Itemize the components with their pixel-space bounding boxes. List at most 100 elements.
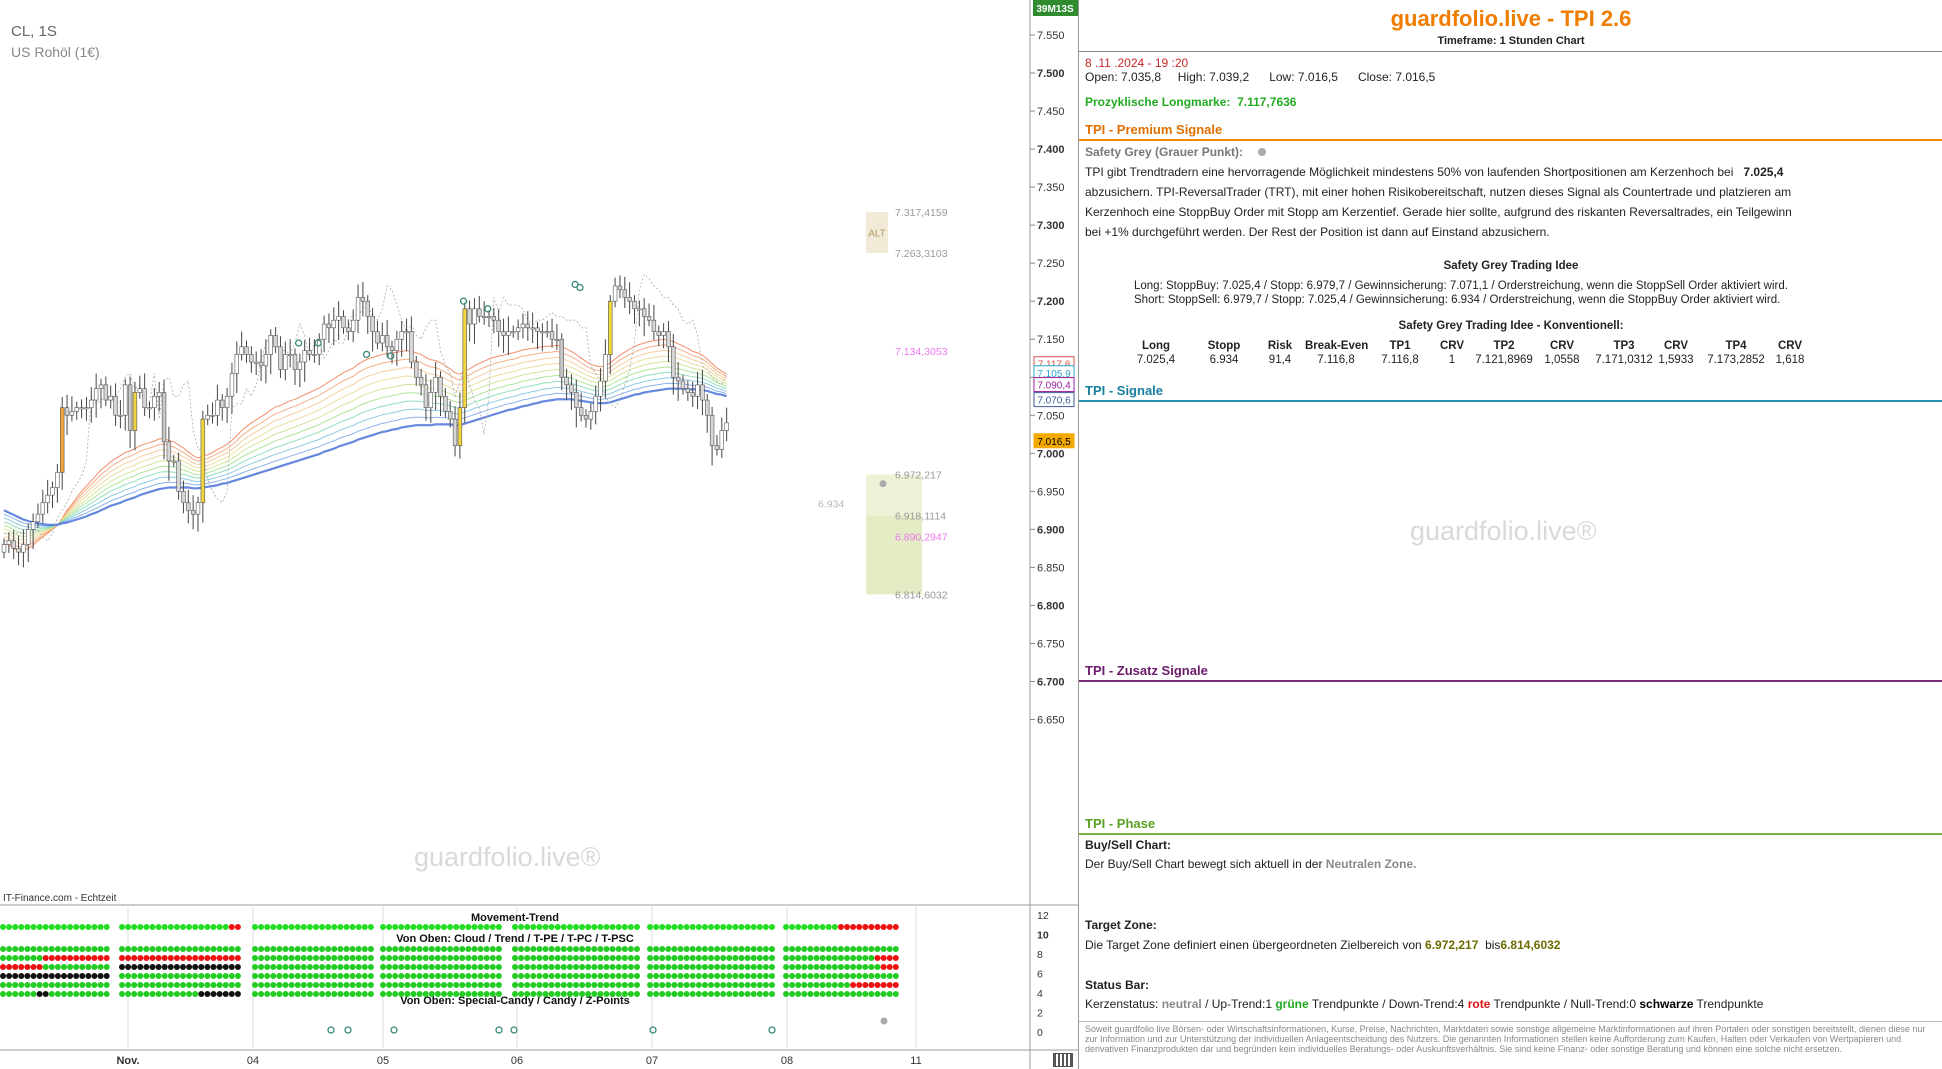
- trend-dot: [434, 946, 441, 952]
- trend-dot: [789, 964, 796, 970]
- trend-dot: [524, 982, 531, 988]
- candle-body: [700, 384, 705, 401]
- status-label: Status Bar:: [1085, 978, 1150, 992]
- trend-dot: [671, 991, 678, 997]
- trend-dot: [609, 964, 616, 970]
- trend-dot: [689, 982, 696, 988]
- price-chart[interactable]: ALT 7.550 7.500 7.450 7.400 7.350 7.300 7.250 7…: [0, 0, 1078, 1069]
- layout-icon[interactable]: [1053, 1053, 1073, 1067]
- trend-dot: [524, 991, 531, 997]
- konv-header: CRV: [1663, 340, 1689, 352]
- trend-dot: [825, 946, 832, 952]
- trend-dot: [627, 982, 634, 988]
- trend-dot: [856, 964, 863, 970]
- trend-dot: [361, 964, 368, 970]
- trend-dot: [769, 964, 775, 970]
- konv-value: 1: [1448, 354, 1456, 366]
- trend-dot: [665, 973, 672, 979]
- trend-dot: [726, 946, 733, 952]
- zone-level-label: 7.263,3103: [895, 248, 948, 260]
- z-point-marker: [576, 283, 584, 292]
- trend-dot: [24, 964, 31, 970]
- trend-dot: [398, 964, 405, 970]
- trend-dot: [465, 924, 472, 930]
- trend-dot: [192, 946, 199, 952]
- trend-dot: [288, 973, 295, 979]
- trend-dot: [447, 991, 454, 997]
- trend-dot: [410, 924, 417, 930]
- trend-dot: [554, 955, 561, 961]
- trend-dot: [453, 964, 460, 970]
- candle-body: [666, 331, 671, 348]
- trend-dot: [530, 924, 537, 930]
- trend-dot: [48, 964, 55, 970]
- trend-dot: [173, 924, 180, 930]
- trend-dot: [42, 955, 49, 961]
- y-tick-label: 7.300: [1037, 220, 1065, 232]
- trend-dot: [621, 982, 628, 988]
- trend-dot: [819, 964, 826, 970]
- price-tag-label: 7.117,8: [1038, 360, 1071, 371]
- x-tick-label: 04: [247, 1055, 259, 1067]
- trend-dot: [192, 955, 199, 961]
- trend-dot: [560, 955, 567, 961]
- trend-dot: [137, 982, 144, 988]
- trend-dot: [270, 946, 277, 952]
- trend-dot: [880, 982, 887, 988]
- trend-dot: [518, 973, 525, 979]
- ribbon-line: [3, 387, 727, 526]
- candle-body: [578, 407, 584, 416]
- trend-dot: [294, 955, 301, 961]
- trend-dot: [459, 955, 466, 961]
- trend-dot: [306, 991, 313, 997]
- trend-dot: [0, 924, 6, 930]
- trend-dot: [665, 991, 672, 997]
- trend-dot: [149, 964, 156, 970]
- konv-header: CRV: [1439, 340, 1465, 352]
- candle-body: [224, 395, 230, 408]
- candle-body: [69, 411, 75, 416]
- trend-dot: [234, 946, 241, 952]
- trend-dot: [548, 955, 555, 961]
- trend-dot: [313, 964, 319, 970]
- trend-dot: [579, 964, 586, 970]
- candle-body: [74, 407, 79, 412]
- candle-body: [438, 376, 443, 397]
- trend-dot: [554, 991, 561, 997]
- trend-dot: [361, 946, 368, 952]
- trend-dot: [708, 955, 714, 961]
- trend-dot: [789, 946, 796, 952]
- trend-dot: [198, 964, 205, 970]
- trend-dot: [880, 973, 887, 979]
- trend-dot: [732, 964, 739, 970]
- trend-dot: [807, 955, 814, 961]
- trend-dot: [615, 973, 622, 979]
- phase-rule: [1079, 833, 1942, 835]
- candle-body: [40, 502, 46, 515]
- chart-pane[interactable]: ALT 7.550 7.500 7.450 7.400 7.350 7.300 7.250 7…: [0, 0, 1078, 1069]
- candle-body: [564, 376, 569, 386]
- close-value: 7.016,5: [1395, 70, 1436, 84]
- trend-dot: [465, 982, 472, 988]
- trend-dot: [837, 955, 844, 961]
- candle-body: [603, 354, 608, 382]
- trend-dot: [355, 924, 362, 930]
- trend-dot: [831, 973, 838, 979]
- trend-dot: [542, 946, 549, 952]
- trend-dot: [695, 964, 702, 970]
- trend-dot: [386, 973, 393, 979]
- trend-dot: [54, 982, 61, 988]
- trend-dot: [343, 955, 350, 961]
- target-from: 6.972,217: [1425, 938, 1479, 952]
- trend-dot: [615, 946, 622, 952]
- status-row: Kerzenstatus: neutral / Up-Trend:1 grüne…: [1085, 997, 1763, 1011]
- trend-dot: [79, 924, 86, 930]
- trend-dot: [125, 924, 132, 930]
- trend-dot: [585, 991, 592, 997]
- trend-dot: [756, 924, 763, 930]
- short-idea: Short: StoppSell: 6.979,7 / Stopp: 7.025…: [1134, 294, 1781, 306]
- trend-dot: [597, 964, 604, 970]
- zusatz-rule: [1079, 680, 1942, 682]
- candle-body: [200, 418, 206, 504]
- trend-dot: [343, 991, 350, 997]
